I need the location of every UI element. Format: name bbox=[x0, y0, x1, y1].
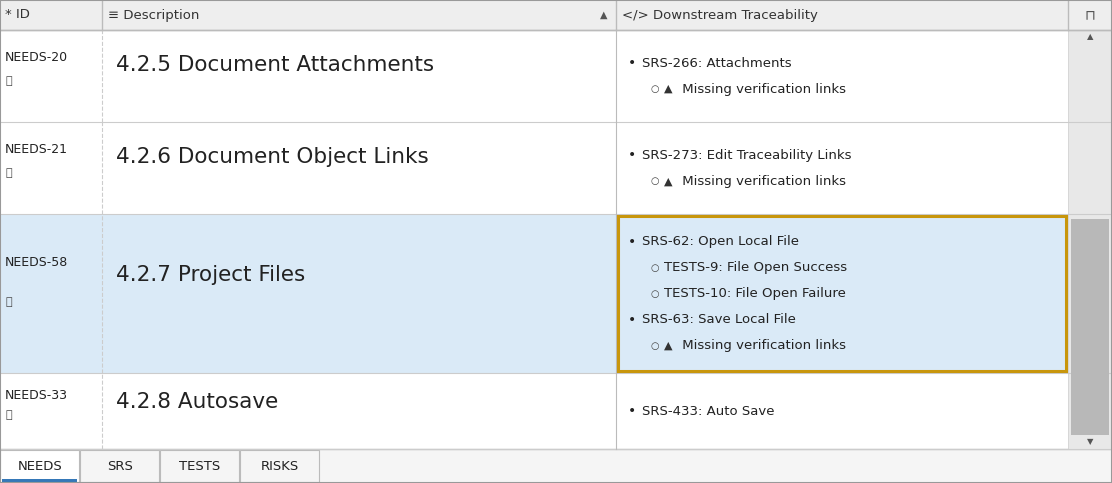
Text: •: • bbox=[628, 404, 636, 418]
Text: •: • bbox=[628, 235, 636, 249]
Text: 4.2.7 Project Files: 4.2.7 Project Files bbox=[117, 265, 306, 285]
Text: TESTS-10: File Open Failure: TESTS-10: File Open Failure bbox=[664, 287, 846, 300]
Text: ≡ Description: ≡ Description bbox=[108, 9, 200, 22]
Text: SRS-62: Open Local File: SRS-62: Open Local File bbox=[642, 235, 800, 248]
Text: 4.2.5 Document Attachments: 4.2.5 Document Attachments bbox=[117, 55, 435, 75]
Text: ▲: ▲ bbox=[1086, 32, 1093, 42]
Text: 🔗: 🔗 bbox=[4, 297, 11, 307]
Bar bbox=[0, 0, 1112, 30]
Text: 4.2.8 Autosave: 4.2.8 Autosave bbox=[117, 392, 278, 412]
Text: ○: ○ bbox=[651, 176, 658, 186]
Text: ⊓: ⊓ bbox=[1084, 8, 1095, 22]
Text: SRS-266: Attachments: SRS-266: Attachments bbox=[642, 57, 792, 70]
Text: SRS-433: Auto Save: SRS-433: Auto Save bbox=[642, 405, 775, 418]
Text: Missing verification links: Missing verification links bbox=[678, 175, 846, 188]
Bar bbox=[0, 450, 79, 482]
Text: NEEDS-33: NEEDS-33 bbox=[4, 389, 68, 402]
Text: ○: ○ bbox=[651, 341, 658, 351]
Text: ▲: ▲ bbox=[664, 341, 673, 351]
Text: NEEDS: NEEDS bbox=[18, 459, 62, 472]
Text: 🔗: 🔗 bbox=[4, 168, 11, 178]
Bar bbox=[616, 122, 1068, 214]
Bar bbox=[0, 30, 1068, 122]
Bar bbox=[0, 122, 1068, 214]
Text: TESTS: TESTS bbox=[179, 459, 220, 472]
Bar bbox=[0, 449, 1112, 483]
Text: ○: ○ bbox=[651, 263, 658, 273]
Text: SRS-63: Save Local File: SRS-63: Save Local File bbox=[642, 313, 796, 327]
Text: •: • bbox=[628, 56, 636, 70]
Text: Missing verification links: Missing verification links bbox=[678, 339, 846, 352]
Text: 4.2.6 Document Object Links: 4.2.6 Document Object Links bbox=[117, 147, 429, 167]
Bar bbox=[0, 373, 1068, 449]
Text: SRS-273: Edit Traceability Links: SRS-273: Edit Traceability Links bbox=[642, 149, 852, 162]
Text: ○: ○ bbox=[651, 289, 658, 299]
Bar bbox=[0, 214, 1068, 373]
Text: 🔗: 🔗 bbox=[4, 410, 11, 420]
Bar bbox=[1071, 218, 1109, 435]
Bar bbox=[240, 450, 319, 482]
Bar bbox=[80, 450, 159, 482]
Text: RISKS: RISKS bbox=[261, 459, 299, 472]
Text: ▲: ▲ bbox=[600, 10, 607, 20]
Bar bbox=[1068, 30, 1112, 449]
Text: ▲: ▲ bbox=[664, 176, 673, 186]
Bar bbox=[2, 479, 77, 482]
Text: NEEDS-21: NEEDS-21 bbox=[4, 143, 68, 156]
Bar bbox=[618, 216, 1065, 371]
Text: NEEDS-20: NEEDS-20 bbox=[4, 51, 68, 64]
Bar bbox=[616, 30, 1068, 122]
Text: SRS: SRS bbox=[107, 459, 133, 472]
Text: TESTS-9: File Open Success: TESTS-9: File Open Success bbox=[664, 261, 847, 274]
Text: ▼: ▼ bbox=[1086, 438, 1093, 446]
Bar bbox=[616, 214, 1068, 373]
Text: ▲: ▲ bbox=[664, 84, 673, 94]
Text: * ID: * ID bbox=[4, 9, 30, 22]
Text: </> Downstream Traceability: </> Downstream Traceability bbox=[622, 9, 818, 22]
Text: •: • bbox=[628, 313, 636, 327]
Text: Missing verification links: Missing verification links bbox=[678, 83, 846, 96]
Bar bbox=[160, 450, 239, 482]
Bar bbox=[616, 373, 1068, 449]
Text: ○: ○ bbox=[651, 84, 658, 94]
Text: 🔗: 🔗 bbox=[4, 76, 11, 85]
Text: NEEDS-58: NEEDS-58 bbox=[4, 256, 68, 269]
Text: •: • bbox=[628, 148, 636, 162]
